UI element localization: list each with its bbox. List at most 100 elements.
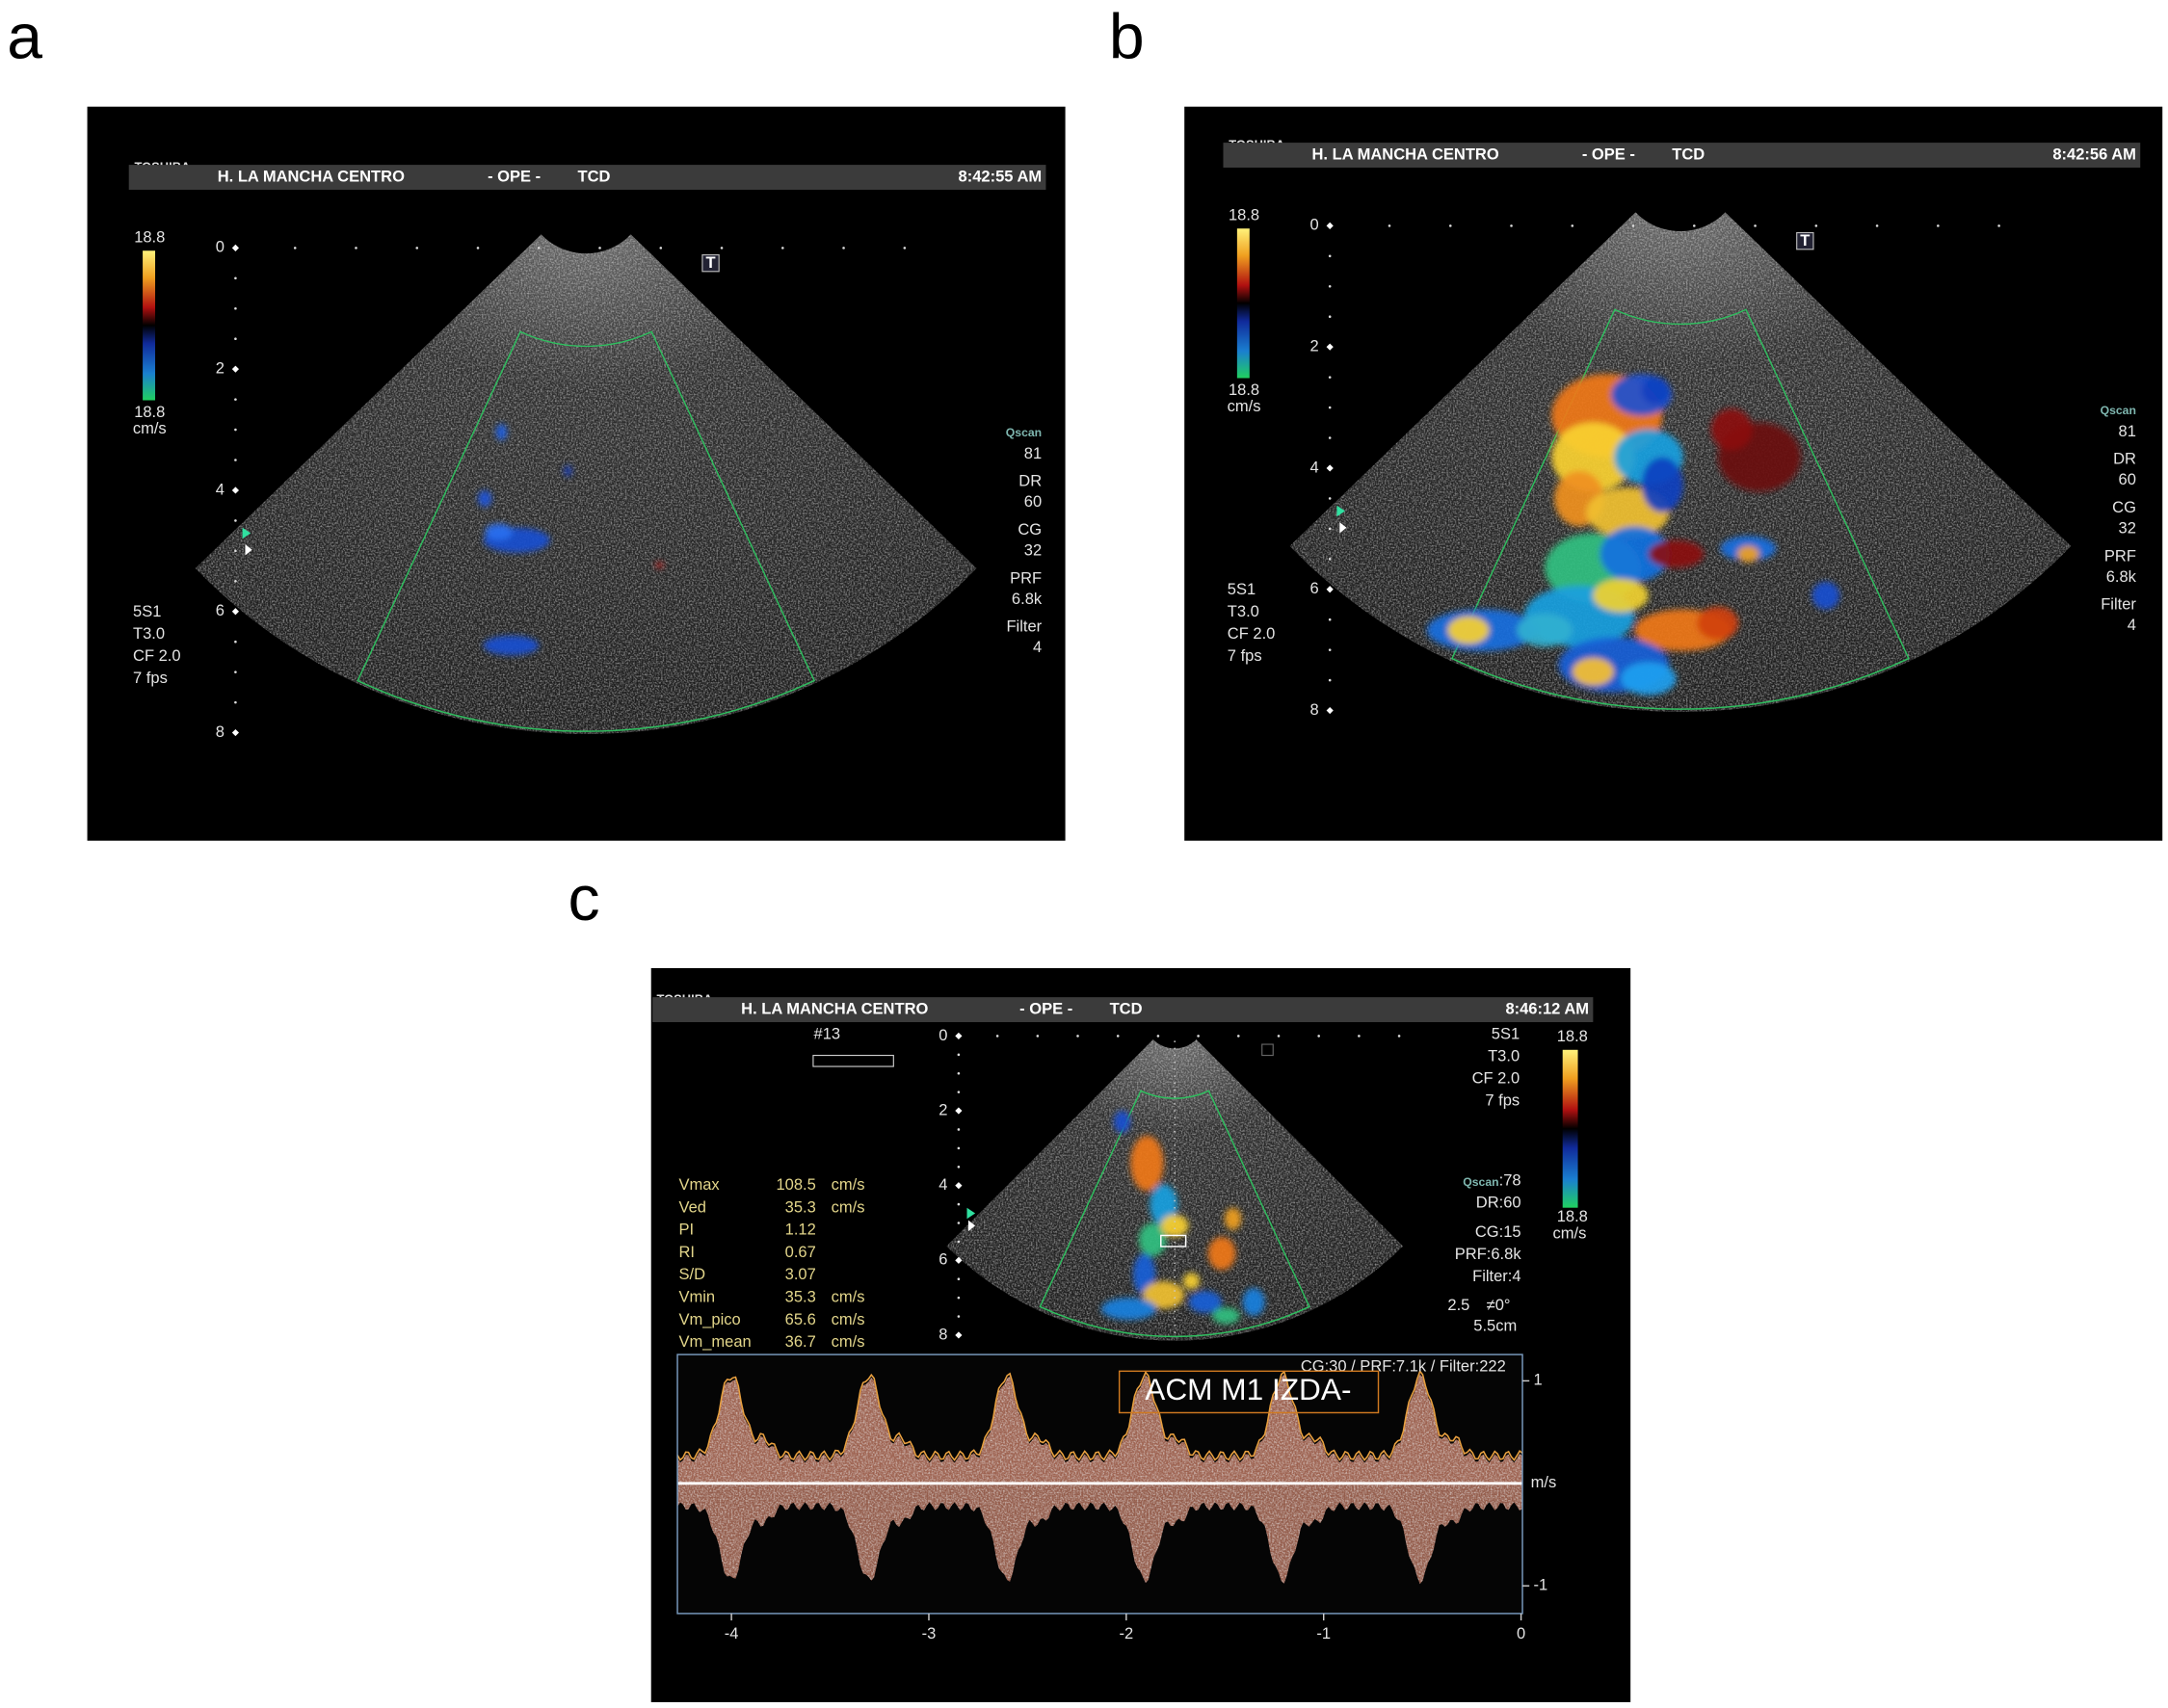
- probe-info: 5S1: [1228, 580, 1256, 598]
- depth-label: 8: [216, 723, 225, 741]
- ruler-dot: [1328, 436, 1332, 439]
- setting-value: 6.8k: [1012, 590, 1043, 608]
- ruler-dot: [957, 1146, 961, 1150]
- setting-value: 32: [2119, 519, 2136, 538]
- measure-value: 35.3: [785, 1287, 816, 1305]
- ruler-diamond: [1326, 586, 1334, 593]
- cursor-dot: [1174, 1110, 1177, 1112]
- spectrum-frame: [676, 1353, 1523, 1615]
- cursor-dot: [1174, 1290, 1177, 1292]
- cursor-dot: [1174, 1303, 1177, 1306]
- cursor-dot: [1174, 1214, 1177, 1216]
- scale-bottom: 18.8: [1557, 1207, 1588, 1225]
- header-bar: [652, 997, 1594, 1023]
- depth-label: 0: [939, 1026, 947, 1044]
- flow-blob: [1143, 1280, 1185, 1309]
- focus-marker: [1336, 505, 1346, 517]
- setting-value: 4: [2128, 616, 2136, 634]
- ruler-dot: [1328, 648, 1332, 651]
- lateral-dot: [415, 247, 419, 250]
- probe-info: CF 2.0: [1228, 624, 1276, 643]
- cursor-dot: [1174, 1165, 1177, 1168]
- trace-label-box: [1118, 1370, 1380, 1414]
- ruler-dot: [957, 1053, 961, 1057]
- flow-blob: [1600, 526, 1670, 582]
- ruler-dot: [957, 1222, 961, 1224]
- cursor-dot: [1174, 1095, 1177, 1098]
- ruler-dot: [1328, 527, 1332, 531]
- envelope: [676, 1369, 1523, 1461]
- lateral-dot: [1197, 1035, 1200, 1038]
- depth-label: 4: [939, 1175, 947, 1194]
- lateral-dot: [720, 247, 724, 250]
- lateral-dot: [1036, 1035, 1040, 1038]
- setting-label: Filter: [2101, 595, 2136, 614]
- flow-blob: [1648, 539, 1705, 568]
- lateral-dot: [355, 247, 357, 250]
- depth-label: 8: [939, 1325, 947, 1343]
- ruler-diamond: [1326, 706, 1334, 715]
- lateral-dot: [995, 1035, 999, 1038]
- setting-value: 81: [1024, 444, 1042, 462]
- measure-value: 35.3: [785, 1197, 816, 1216]
- setting-label: Qscan: [2101, 404, 2136, 417]
- lateral-dot: [476, 247, 480, 250]
- lateral-dot: [1388, 224, 1391, 227]
- lateral-dot: [1937, 224, 1940, 227]
- ruler-dot: [234, 519, 237, 522]
- mode: - OPE -: [1019, 999, 1072, 1017]
- lateral-dot: [1448, 224, 1452, 227]
- measure-value: 1.12: [785, 1221, 816, 1239]
- exam: TCD: [1110, 999, 1143, 1017]
- cursor-dot: [1174, 1241, 1177, 1244]
- focus-marker: [245, 544, 252, 556]
- cursor-dot: [1174, 1310, 1177, 1313]
- scale-bottom: 18.8: [134, 403, 165, 421]
- setting-label: Filter: [1006, 618, 1042, 636]
- ruler-dot: [1328, 558, 1332, 561]
- flow-blob: [1113, 1111, 1131, 1134]
- mode: - OPE -: [488, 167, 541, 185]
- lateral-dot: [1358, 1035, 1361, 1038]
- setting: PRF:6.8k: [1455, 1245, 1522, 1263]
- time: 8:42:56 AM: [2052, 145, 2136, 163]
- depth-label: 4: [216, 480, 225, 498]
- flow-blob: [1224, 1207, 1242, 1230]
- lateral-dot: [1571, 224, 1574, 227]
- ruler-diamond: [231, 244, 240, 251]
- probe-info: 5S1: [133, 602, 161, 620]
- probe-info: T3.0: [1228, 602, 1259, 620]
- gate-depth: 5.5cm: [1473, 1317, 1517, 1335]
- flow-blob: [1641, 377, 1670, 405]
- flow-blob: [1133, 1253, 1156, 1296]
- cursor-dot: [1174, 1151, 1177, 1154]
- scale-unit: cm/s: [1552, 1223, 1586, 1242]
- ruler-dot: [957, 1128, 961, 1131]
- lateral-dot: [842, 247, 845, 250]
- setting-label: DR: [2113, 450, 2136, 468]
- lateral-dot: [1875, 224, 1879, 227]
- cursor-dot: [1174, 1255, 1177, 1257]
- flow-blob: [485, 523, 513, 540]
- ruler-dot: [1328, 497, 1332, 500]
- lateral-dot: [1076, 1035, 1079, 1038]
- mode: - OPE -: [1582, 145, 1635, 163]
- depth-label: 8: [1310, 700, 1319, 719]
- cursor-dot: [1174, 1186, 1177, 1188]
- flow-blob: [1572, 657, 1614, 686]
- ruler-dot: [234, 580, 237, 583]
- scale-top: 18.8: [1229, 206, 1259, 224]
- time-label: -4: [725, 1624, 739, 1642]
- ruler-diamond: [955, 1107, 963, 1115]
- probe-info: 5S1: [1492, 1024, 1520, 1042]
- velocity-label: -1: [1534, 1576, 1548, 1594]
- cursor-dot: [1174, 1325, 1177, 1327]
- probe-info: CF 2.0: [133, 646, 181, 665]
- color-box: [1039, 1090, 1310, 1338]
- cursor-dot: [1174, 1089, 1177, 1091]
- depth-label: 0: [216, 238, 225, 256]
- ruler-diamond: [231, 486, 240, 494]
- ruler-dot: [1328, 284, 1332, 288]
- setting: Filter:4: [1472, 1267, 1520, 1285]
